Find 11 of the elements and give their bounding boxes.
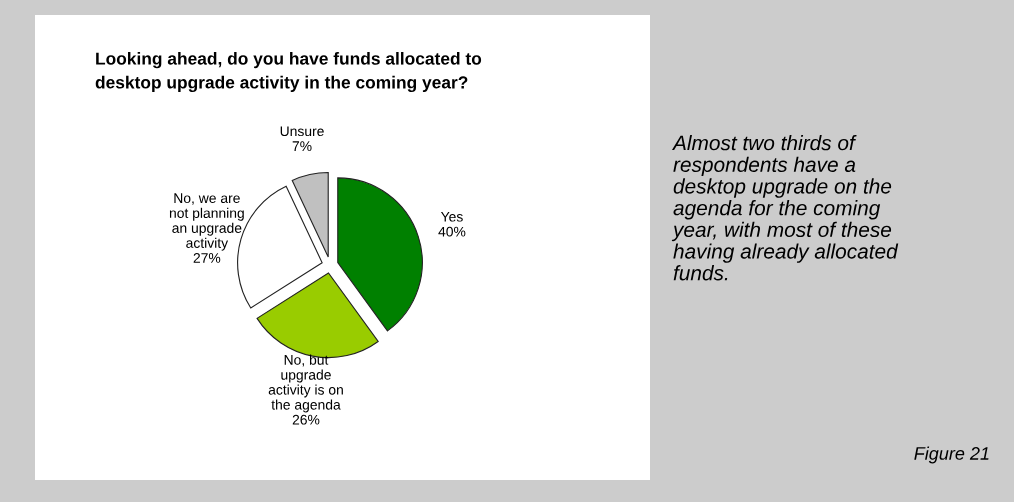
data-label: 27%: [193, 253, 221, 263]
slice-label: No, but upgrade activity is on the agenda: [268, 354, 343, 413]
caption: Figure 21: [914, 446, 989, 464]
slice-label: Yes: [440, 211, 463, 222]
data-label: 26%: [292, 414, 320, 425]
chart-title: Looking ahead, do you have funds allocated to desktop upgrade activity in the coming year?: [95, 52, 482, 93]
data-label: 7%: [292, 141, 312, 152]
slice-label: No, we are not planning an upgrade activity: [169, 193, 244, 251]
data-label: 40%: [438, 226, 466, 237]
text: Almost two thirds of respondents have a desktop upgrade on the agenda for the coming year, with most of these having already allocated funds.: [671, 135, 899, 281]
slice-label: Unsure: [280, 126, 324, 137]
